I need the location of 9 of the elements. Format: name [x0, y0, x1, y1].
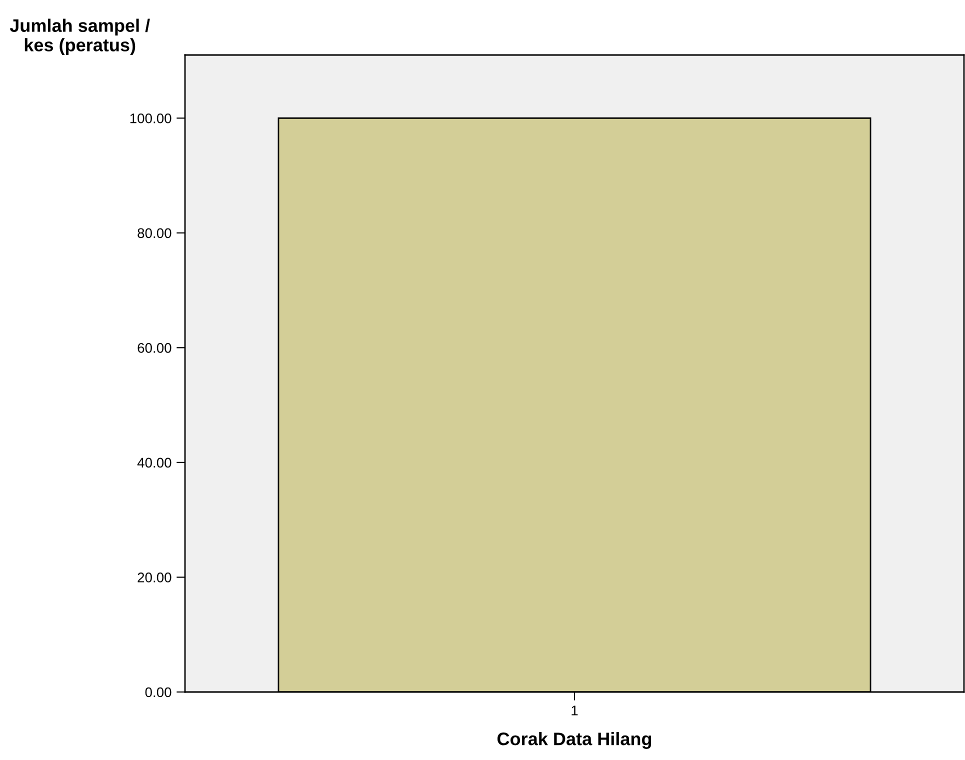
y-tick-label: 80.00	[138, 228, 172, 238]
y-tick-label: 100.00	[130, 113, 172, 124]
y-tick-label: 60.00	[138, 343, 172, 353]
y-tick-label: 20.00	[138, 572, 172, 582]
y-tick-label: 0.00	[145, 687, 172, 698]
x-axis-title: Corak Data Hilang	[497, 732, 652, 749]
y-axis-title: Jumlah sampel / kes (peratus)	[10, 18, 150, 55]
y-tick-label: 40.00	[137, 458, 172, 468]
x-tick-label: 1	[572, 706, 578, 716]
